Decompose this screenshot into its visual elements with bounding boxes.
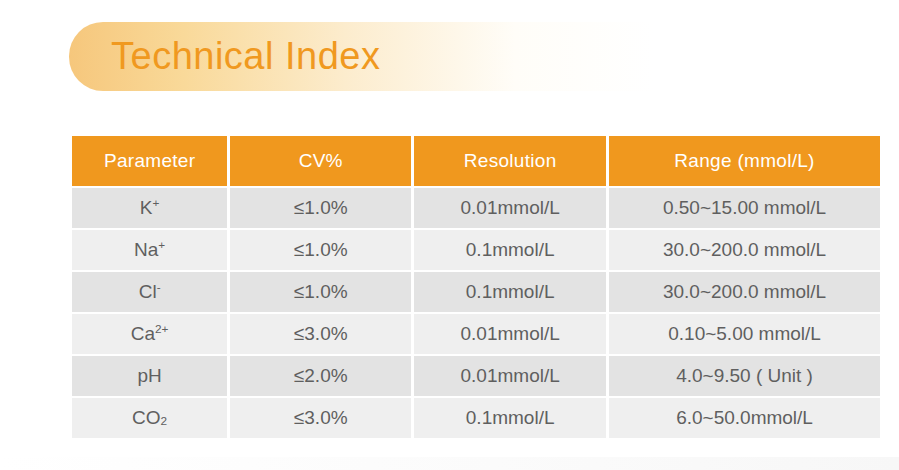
range-cell: 6.0~50.0mmol/L: [609, 398, 880, 438]
parameter-cell: pH: [72, 356, 227, 396]
header-cv: CV%: [230, 136, 411, 186]
parameter-cell: Cl-: [72, 272, 227, 312]
range-cell: 0.10~5.00 mmol/L: [609, 314, 880, 354]
parameter-symbol: CO: [132, 407, 161, 429]
table-row: Cl- ≤1.0% 0.1mmol/L 30.0~200.0 mmol/L: [72, 272, 880, 312]
technical-index-table: Parameter CV% Resolution Range (mmol/L) …: [72, 136, 880, 438]
table-row: pH ≤2.0% 0.01mmol/L 4.0~9.50 ( Unit ): [72, 356, 880, 396]
resolution-cell: 0.01mmol/L: [414, 314, 606, 354]
range-cell: 30.0~200.0 mmol/L: [609, 230, 880, 270]
resolution-cell: 0.1mmol/L: [414, 230, 606, 270]
table-row: K+ ≤1.0% 0.01mmol/L 0.50~15.00 mmol/L: [72, 188, 880, 228]
header-range: Range (mmol/L): [609, 136, 880, 186]
resolution-cell: 0.01mmol/L: [414, 188, 606, 228]
parameter-cell: Ca2+: [72, 314, 227, 354]
range-cell: 4.0~9.50 ( Unit ): [609, 356, 880, 396]
table-row: Ca2+ ≤3.0% 0.01mmol/L 0.10~5.00 mmol/L: [72, 314, 880, 354]
resolution-cell: 0.1mmol/L: [414, 272, 606, 312]
parameter-symbol: K: [140, 197, 153, 219]
range-cell: 30.0~200.0 mmol/L: [609, 272, 880, 312]
title-banner: Technical Index: [69, 22, 880, 91]
table-row: Na+ ≤1.0% 0.1mmol/L 30.0~200.0 mmol/L: [72, 230, 880, 270]
table-header-row: Parameter CV% Resolution Range (mmol/L): [72, 136, 880, 186]
page-title: Technical Index: [69, 35, 380, 78]
cv-cell: ≤1.0%: [230, 230, 411, 270]
cv-cell: ≤1.0%: [230, 272, 411, 312]
resolution-cell: 0.1mmol/L: [414, 398, 606, 438]
parameter-symbol: Na: [134, 239, 158, 261]
cv-cell: ≤1.0%: [230, 188, 411, 228]
cv-cell: ≤2.0%: [230, 356, 411, 396]
parameter-symbol: Cl: [139, 281, 157, 303]
range-cell: 0.50~15.00 mmol/L: [609, 188, 880, 228]
parameter-symbol: Ca: [131, 323, 155, 345]
footer-strip: [0, 457, 899, 470]
parameter-cell: K+: [72, 188, 227, 228]
table-row: CO2 ≤3.0% 0.1mmol/L 6.0~50.0mmol/L: [72, 398, 880, 438]
parameter-cell: CO2: [72, 398, 227, 438]
cv-cell: ≤3.0%: [230, 314, 411, 354]
header-resolution: Resolution: [414, 136, 606, 186]
parameter-cell: Na+: [72, 230, 227, 270]
cv-cell: ≤3.0%: [230, 398, 411, 438]
header-parameter: Parameter: [72, 136, 227, 186]
parameter-symbol: pH: [137, 365, 161, 387]
resolution-cell: 0.01mmol/L: [414, 356, 606, 396]
